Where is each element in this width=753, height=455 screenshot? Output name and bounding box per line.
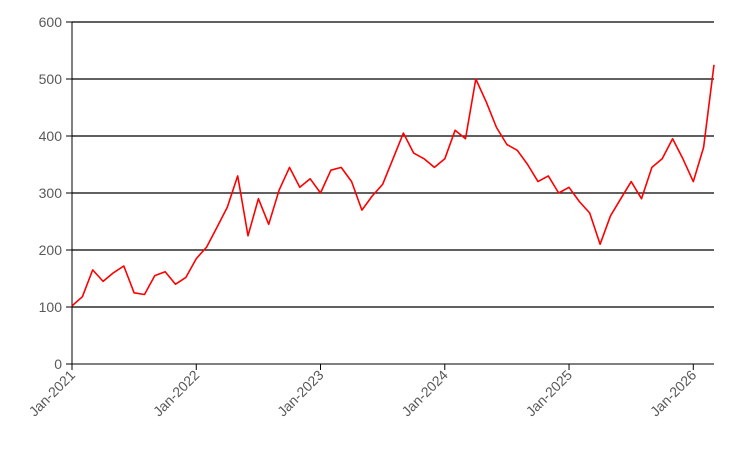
x-tick-labels: Jan-2021 Jan-2022 Jan-2023 Jan-2024 Jan-2025… — [26, 364, 700, 419]
gridlines — [72, 21, 714, 308]
y-tick-labels: 0 100 200 300 400 500 600 — [39, 14, 72, 372]
x-tick-label: Jan-2022 — [150, 367, 203, 420]
series-line — [71, 64, 715, 307]
series-layer — [71, 64, 715, 307]
x-tick-label: Jan-2023 — [274, 367, 327, 420]
y-tick-label: 600 — [39, 14, 63, 30]
x-tick-label: Jan-2026 — [647, 367, 700, 420]
x-tick-label: Jan-2021 — [26, 367, 79, 420]
y-tick-label: 300 — [39, 185, 63, 201]
y-tick-label: 400 — [39, 128, 63, 144]
y-tick-label: 100 — [39, 299, 63, 315]
x-tick-label: Jan-2025 — [523, 367, 576, 420]
y-tick-label: 500 — [39, 71, 63, 87]
x-tick-label: Jan-2024 — [398, 367, 451, 420]
y-tick-label: 200 — [39, 242, 63, 258]
y-tick-label: 0 — [54, 356, 62, 372]
